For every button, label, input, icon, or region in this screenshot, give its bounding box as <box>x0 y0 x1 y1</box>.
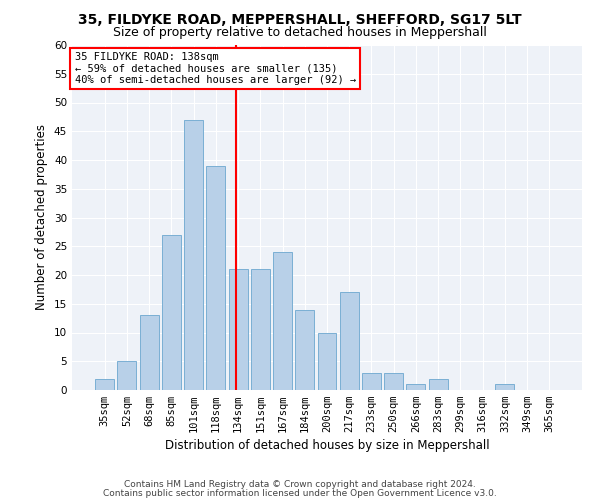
Bar <box>362 373 381 390</box>
Bar <box>429 378 448 390</box>
Bar <box>273 252 292 390</box>
X-axis label: Distribution of detached houses by size in Meppershall: Distribution of detached houses by size … <box>164 440 490 452</box>
Bar <box>229 269 248 390</box>
Bar <box>384 373 403 390</box>
Bar <box>295 310 314 390</box>
Bar <box>118 361 136 390</box>
Bar <box>206 166 225 390</box>
Bar <box>317 332 337 390</box>
Text: 35 FILDYKE ROAD: 138sqm
← 59% of detached houses are smaller (135)
40% of semi-d: 35 FILDYKE ROAD: 138sqm ← 59% of detache… <box>74 52 356 85</box>
Text: 35, FILDYKE ROAD, MEPPERSHALL, SHEFFORD, SG17 5LT: 35, FILDYKE ROAD, MEPPERSHALL, SHEFFORD,… <box>78 12 522 26</box>
Y-axis label: Number of detached properties: Number of detached properties <box>35 124 49 310</box>
Text: Contains public sector information licensed under the Open Government Licence v3: Contains public sector information licen… <box>103 488 497 498</box>
Text: Size of property relative to detached houses in Meppershall: Size of property relative to detached ho… <box>113 26 487 39</box>
Bar <box>406 384 425 390</box>
Bar <box>140 316 158 390</box>
Bar <box>184 120 203 390</box>
Bar <box>340 292 359 390</box>
Bar <box>162 235 181 390</box>
Bar <box>251 269 270 390</box>
Bar <box>95 378 114 390</box>
Bar <box>496 384 514 390</box>
Text: Contains HM Land Registry data © Crown copyright and database right 2024.: Contains HM Land Registry data © Crown c… <box>124 480 476 489</box>
